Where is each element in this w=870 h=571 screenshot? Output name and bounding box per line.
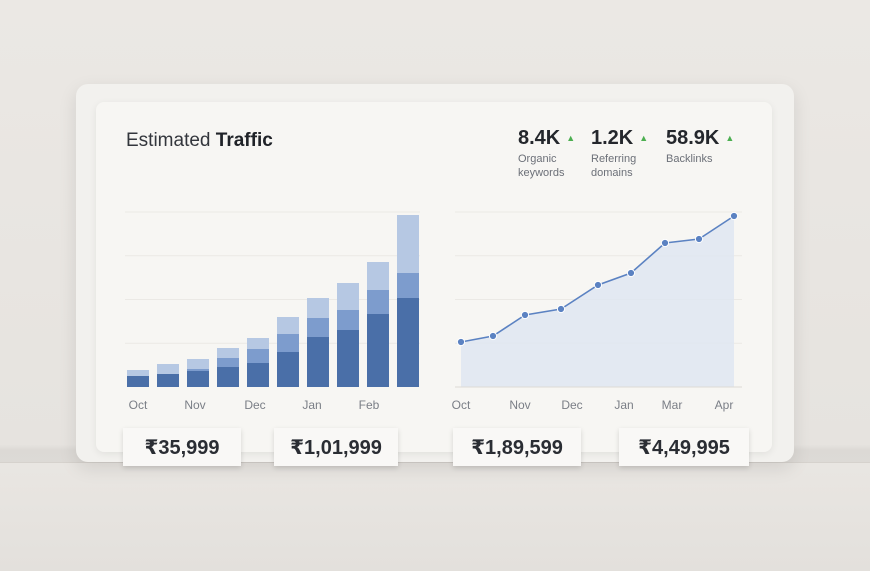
metric-value: 58.9K	[666, 127, 720, 149]
bar-segment	[247, 349, 269, 363]
data-point	[556, 304, 566, 314]
bar-segment	[367, 290, 389, 314]
data-point	[626, 268, 636, 278]
bar-segment	[247, 338, 269, 349]
bar-segment	[367, 262, 389, 290]
bar-segment	[307, 318, 329, 337]
bar-segment	[397, 273, 419, 298]
x-tick-label: Nov	[184, 398, 205, 412]
bar-segment	[157, 364, 179, 374]
x-tick-label: Feb	[359, 398, 380, 412]
bar-segment	[127, 376, 149, 387]
bar-segment	[277, 334, 299, 352]
bar-segment	[337, 330, 359, 387]
title-prefix: Estimated	[126, 130, 211, 151]
bar-segment	[397, 298, 419, 387]
area-fill	[461, 216, 734, 387]
metric-value: 8.4K	[518, 127, 561, 149]
bar-segment	[277, 352, 299, 387]
x-tick-label: Jan	[614, 398, 633, 412]
bar-segment	[277, 317, 299, 334]
data-point	[593, 280, 603, 290]
shelf-surface	[0, 462, 870, 571]
bar-segment	[187, 369, 209, 371]
data-point	[729, 211, 739, 221]
trend-up-icon: ▲	[566, 133, 576, 143]
x-tick-label: Dec	[244, 398, 265, 412]
x-tick-label: Oct	[452, 398, 471, 412]
x-tick-label: Jan	[302, 398, 321, 412]
bar-segment	[187, 359, 209, 369]
metric-value: 1.2K	[591, 127, 634, 149]
bar-segment	[187, 371, 209, 387]
title-emphasis: Traffic	[215, 130, 273, 151]
price-tag: ₹35,999	[123, 428, 241, 466]
bar-segment	[157, 374, 179, 387]
price-tag: ₹1,89,599	[453, 428, 581, 466]
trend-up-icon: ▲	[725, 133, 735, 143]
bar-segment	[217, 358, 239, 367]
metric-backlinks: 58.9K ▲ Backlinks	[666, 127, 736, 166]
x-tick-label: Apr	[715, 398, 734, 412]
data-point	[488, 331, 498, 341]
data-point	[520, 310, 530, 320]
price-tag: ₹4,49,995	[619, 428, 749, 466]
bar-segment	[397, 215, 419, 273]
x-tick-label: Oct	[129, 398, 148, 412]
metric-label: Backlinks	[666, 153, 713, 165]
data-point	[456, 337, 466, 347]
bar-segment	[307, 298, 329, 318]
trend-up-icon: ▲	[639, 133, 649, 143]
bar-segment	[337, 310, 359, 330]
data-point	[694, 234, 704, 244]
bar-segment	[217, 348, 239, 358]
x-tick-label: Mar	[662, 398, 683, 412]
bar-segment	[367, 314, 389, 387]
metric-label: Referring domains	[591, 153, 637, 179]
bar-segment	[217, 367, 239, 387]
bar-segment	[247, 363, 269, 387]
bar-segment	[337, 283, 359, 310]
metric-referring-domains: 1.2K ▲ Referring domains	[591, 127, 661, 180]
bar-segment	[127, 370, 149, 376]
data-point	[660, 238, 670, 248]
x-tick-label: Dec	[561, 398, 582, 412]
price-tag: ₹1,01,999	[274, 428, 398, 466]
x-tick-label: Nov	[509, 398, 530, 412]
metric-organic-keywords: 8.4K ▲ Organic keywords	[518, 127, 588, 180]
bar-segment	[307, 337, 329, 387]
metric-label: Organic keywords	[518, 153, 565, 179]
card-title: Estimated Traffic	[126, 130, 273, 152]
